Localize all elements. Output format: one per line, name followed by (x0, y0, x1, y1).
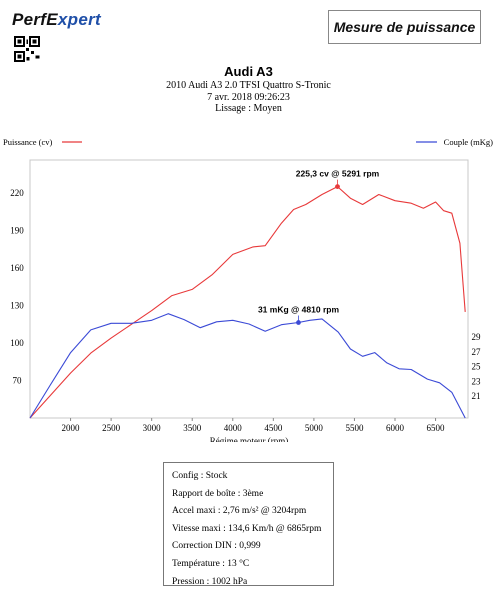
power-torque-chart: 2000 2500 3000 3500 4000 4500 5000 5500 6000 6500… (3, 137, 494, 442)
vehicle-model: 2010 Audi A3 2.0 TFSI Quattro S-Tronic (166, 80, 331, 91)
right-tick-label: 23 (472, 376, 482, 386)
report-title: Mesure de puissance (328, 10, 481, 44)
power-peak-point (335, 184, 340, 190)
left-tick-label: 160 (10, 263, 24, 273)
qr-code-icon (14, 36, 40, 62)
x-tick-label: 6500 (427, 423, 446, 433)
x-tick-label: 5500 (345, 423, 364, 433)
left-tick-label: 220 (10, 188, 24, 198)
run-info-box: Config : Stock Rapport de boîte : 3ème A… (163, 462, 334, 587)
x-tick-label: 4500 (264, 423, 283, 433)
info-config: Config : Stock (172, 471, 228, 481)
right-tick-label: 25 (472, 362, 482, 372)
right-tick-label: 29 (472, 332, 482, 342)
info-gear: Rapport de boîte : 3ème (172, 488, 264, 499)
info-din-correction: Correction DIN : 0,999 (172, 541, 261, 552)
measure-date: 7 avr. 2018 09:26:23 (207, 92, 290, 103)
info-max-speed: Vitesse maxi : 134,6 Km/h @ 6865rpm (172, 523, 322, 534)
perfexpert-logo: PerfExpert (12, 10, 101, 29)
info-temperature: Température : 13 °C (172, 558, 250, 569)
left-tick-label: 70 (13, 376, 23, 386)
torque-peak-point (296, 320, 301, 325)
vehicle-name: Audi A3 (224, 64, 273, 79)
torque-peak-label: 31 mKg @ 4810 rpm (258, 305, 339, 315)
x-tick-label: 3000 (143, 423, 162, 433)
x-tick-label: 3500 (183, 423, 202, 433)
left-tick-label: 130 (10, 301, 24, 311)
right-tick-label: 27 (472, 347, 482, 357)
x-tick-label: 5000 (305, 423, 324, 433)
info-pressure: Pression : 1002 hPa (172, 576, 248, 587)
torque-curve (29, 313, 466, 419)
left-tick-label: 100 (10, 338, 24, 348)
x-tick-label: 2000 (62, 423, 81, 433)
x-axis-label: Régime moteur (rpm) (210, 436, 288, 442)
info-max-accel: Accel maxi : 2,76 m/s² @ 3204rpm (172, 506, 307, 517)
plot-frame (29, 159, 469, 419)
left-tick-label: 190 (10, 226, 24, 236)
x-tick-label: 6000 (386, 423, 405, 433)
right-tick-label: 21 (472, 391, 481, 401)
smoothing-label: Lissage : Moyen (215, 103, 282, 114)
x-tick-label: 2500 (102, 423, 121, 433)
legend-power-label: Puissance (cv) (3, 137, 53, 147)
power-peak-label: 225,3 cv @ 5291 rpm (296, 169, 380, 179)
legend-torque-label: Couple (mKg) (444, 137, 494, 147)
power-curve (29, 186, 466, 419)
x-tick-label: 4000 (224, 423, 243, 433)
